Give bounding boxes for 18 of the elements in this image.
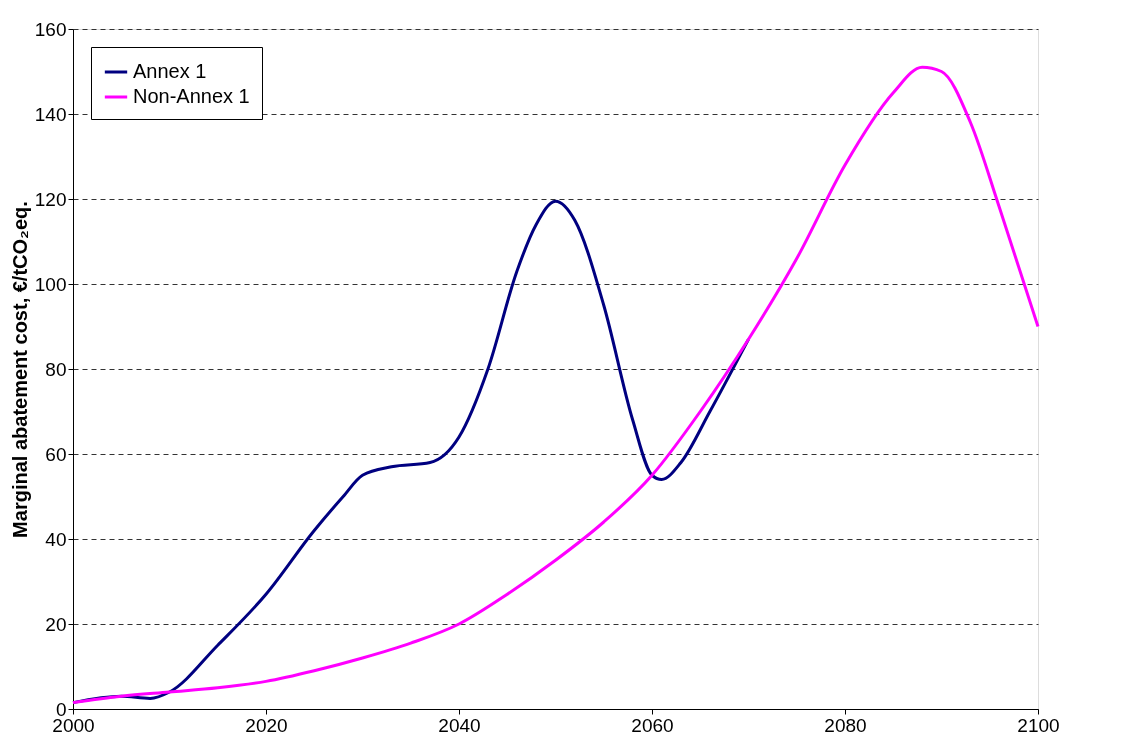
- y-tick-label: 0: [55, 698, 67, 720]
- line-series: [71, 65, 1040, 705]
- x-tick-label: 2080: [824, 714, 867, 736]
- y-tick-label: 40: [45, 528, 67, 550]
- x-tick-label: 2100: [1017, 714, 1060, 736]
- y-tick-label: 60: [45, 443, 67, 465]
- y-tick-label: 100: [34, 273, 67, 295]
- legend-label: Annex 1: [133, 60, 207, 82]
- x-tick-label: 2060: [631, 714, 674, 736]
- y-tick-label: 140: [34, 103, 67, 125]
- y-tick-label: 20: [45, 613, 67, 635]
- y-tick-label: 160: [34, 18, 67, 40]
- y-tick-label: 80: [45, 358, 67, 380]
- y-axis-title: Marginal abatement cost, €/tCO₂eq.: [8, 201, 31, 538]
- legend-label: Non-Annex 1: [133, 85, 250, 107]
- x-tick-label: 2040: [438, 714, 481, 736]
- x-tick-label: 2020: [245, 714, 288, 736]
- y-tick-label: 120: [34, 188, 67, 210]
